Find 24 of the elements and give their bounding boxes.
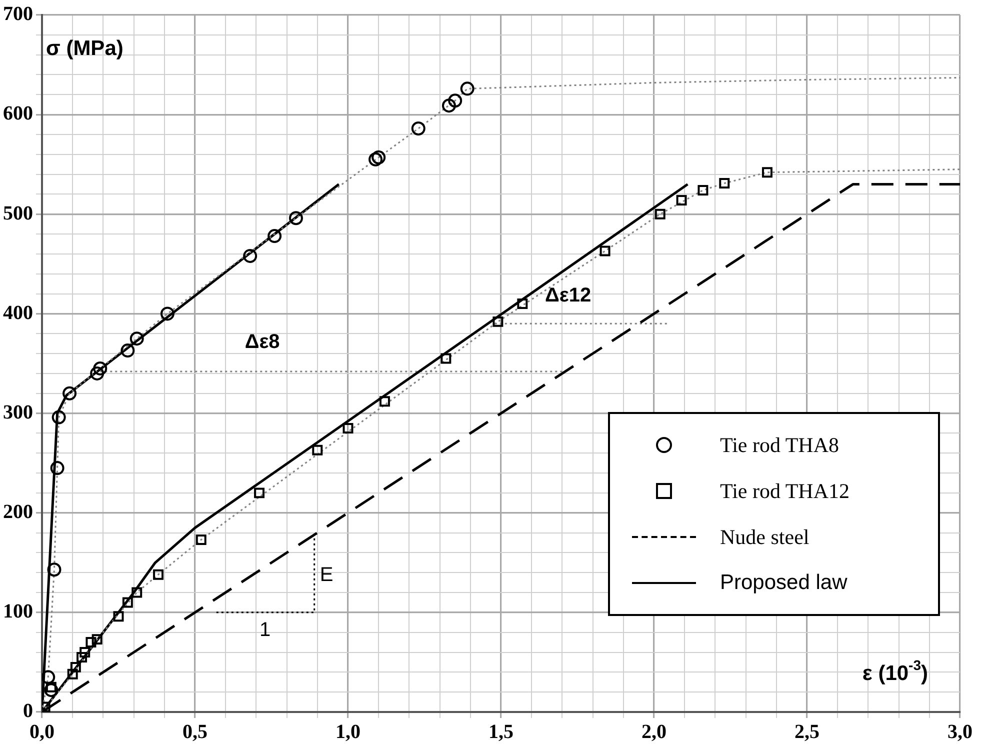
y-tick-label: 400	[3, 302, 33, 324]
legend-label: Tie rod THA12	[720, 478, 850, 504]
legend-label: Tie rod THA8	[720, 432, 840, 458]
legend-label: Nude steel	[720, 524, 810, 550]
x-tick-label: 2,5	[794, 721, 820, 744]
y-tick-label: 600	[3, 102, 33, 125]
y-tick-label: 500	[3, 202, 33, 224]
y-tick-label: 0	[23, 700, 33, 722]
annotation: Δε12	[544, 284, 592, 306]
y-axis-title: σ (MPa)	[46, 36, 124, 60]
annotation: Δε8	[244, 331, 280, 354]
annotation: E	[320, 564, 334, 586]
y-tick-label: 700	[3, 3, 33, 26]
x-tick-label: 2,0	[642, 721, 666, 744]
x-tick-label: 3,0	[948, 721, 972, 744]
y-tick-label: 100	[3, 600, 33, 623]
y-tick-label: 200	[3, 501, 33, 524]
x-tick-label: 0,0	[30, 721, 54, 744]
x-tick-label: 0,5	[182, 721, 208, 744]
x-tick-label: 1,5	[488, 721, 514, 744]
legend-label: Proposed law	[720, 571, 848, 596]
y-tick-label: 300	[3, 401, 33, 424]
x-tick-label: 1,0	[336, 721, 360, 744]
annotation: 1	[260, 618, 271, 641]
